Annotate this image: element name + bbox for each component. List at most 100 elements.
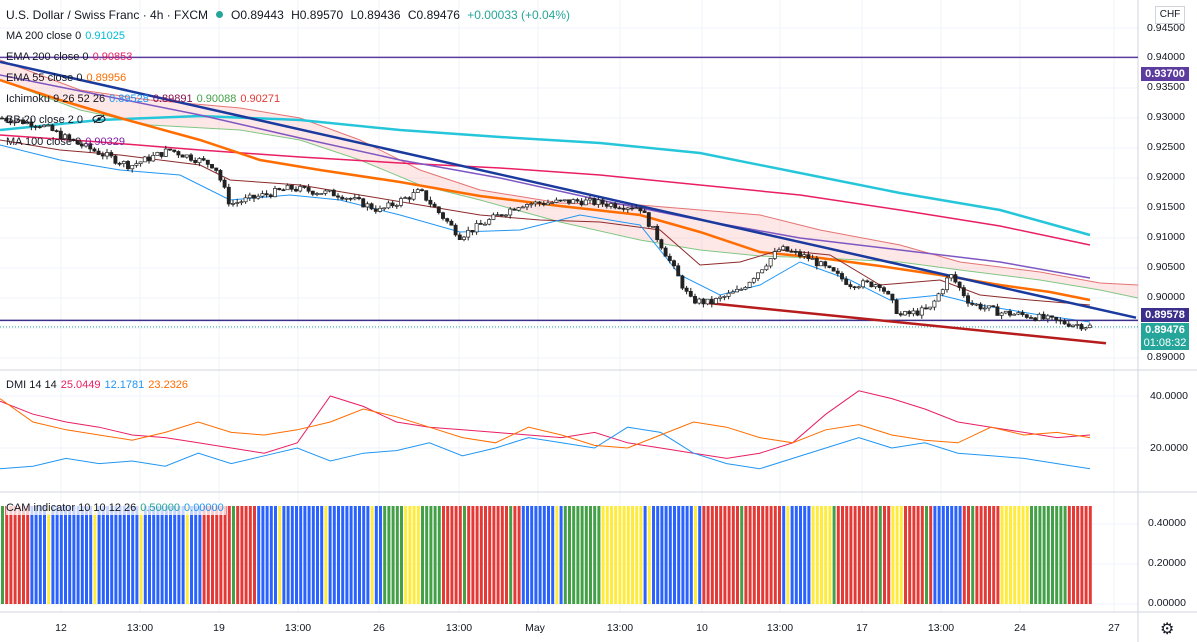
cam-bar — [101, 506, 105, 604]
hidden-eye-icon[interactable] — [92, 114, 106, 124]
candle — [777, 249, 781, 252]
cam-bar — [883, 506, 886, 604]
candle — [243, 197, 248, 203]
change-value: +0.00033 (+0.04%) — [467, 8, 571, 22]
cam-bar — [736, 506, 739, 604]
candle — [319, 193, 324, 195]
cam-bar — [547, 506, 550, 604]
cam-bar — [383, 506, 387, 604]
candle — [1003, 310, 1008, 314]
cam-bar — [698, 506, 702, 604]
candle — [424, 190, 429, 201]
cam-bar — [526, 506, 529, 604]
candle — [109, 152, 114, 157]
cam-bar — [685, 506, 689, 604]
candle — [533, 201, 538, 205]
candle — [218, 170, 223, 181]
candle — [1062, 320, 1067, 325]
cam-bar — [559, 506, 563, 604]
cam-bar — [1025, 506, 1029, 604]
candle — [8, 120, 13, 124]
candle — [604, 203, 609, 207]
legend-ma200[interactable]: MA 200 close 0 0.91025 — [6, 29, 125, 43]
cam-bar — [454, 506, 458, 604]
time-tick: 13:00 — [445, 622, 473, 634]
cam-bar — [345, 506, 349, 604]
cam-bar — [975, 506, 979, 604]
candle — [432, 203, 437, 208]
candle — [331, 189, 336, 197]
cam-bar — [1076, 506, 1080, 604]
cam-bar — [824, 506, 828, 604]
candle — [163, 148, 168, 157]
cam-bar — [605, 506, 609, 604]
cam-bar — [967, 506, 970, 604]
cam-bar — [400, 506, 403, 604]
cam-bar — [878, 506, 882, 604]
candle — [247, 194, 252, 199]
candle — [924, 307, 928, 310]
legend-ma100[interactable]: MA 100 close 0 0.90329 — [6, 135, 125, 149]
cam-bar — [937, 506, 941, 604]
gear-icon[interactable]: ⚙ — [1160, 621, 1175, 638]
legend-bb[interactable]: BB 20 close 2 0 — [6, 113, 83, 127]
high-value: H0.89570 — [291, 8, 344, 22]
cam-bar — [442, 506, 445, 604]
candle — [235, 202, 240, 204]
candle — [827, 265, 832, 268]
cam-bar — [589, 506, 592, 604]
candle — [558, 199, 563, 202]
legend-ema200[interactable]: EMA 200 close 0 0.90853 — [6, 50, 132, 64]
cam-bar — [689, 506, 693, 604]
candle — [390, 202, 395, 207]
cam-bar — [143, 506, 147, 604]
cam-bar — [1021, 506, 1025, 604]
cam-bar — [563, 506, 567, 604]
legend-ema55-label: EMA 55 close 0 — [6, 72, 83, 84]
cam-bar — [316, 506, 319, 604]
cam-bar — [505, 506, 508, 604]
candle — [957, 281, 962, 288]
candle — [844, 278, 849, 285]
candle — [214, 167, 219, 171]
candle — [453, 224, 458, 236]
cam-bar — [500, 506, 504, 604]
candle — [625, 207, 630, 210]
candle — [651, 225, 655, 228]
candle — [399, 198, 403, 206]
symbol-title[interactable]: U.S. Dollar / Swiss Franc · 4h · FXCM — [6, 8, 209, 22]
legend-ema55[interactable]: EMA 55 close 0 0.89956 — [6, 71, 126, 85]
candle — [205, 159, 210, 165]
cam-bar — [1013, 506, 1017, 604]
cam-bar — [962, 506, 966, 604]
legend-cam[interactable]: CAM indicator 10 10 12 26 0.50000 0.00000 — [6, 501, 226, 515]
candle — [79, 143, 84, 147]
candle — [180, 154, 185, 158]
legend-ichimoku[interactable]: Ichimoku 9 26 52 26 0.89528 0.89891 0.90088… — [6, 92, 280, 106]
legend-dmi[interactable]: DMI 14 14 25.0449 12.1781 23.2326 — [6, 378, 188, 392]
cam-bar — [828, 506, 832, 604]
level-marker-upper: 0.93700 — [1141, 67, 1189, 81]
cam-bar — [794, 506, 798, 604]
cam-bar — [253, 506, 256, 604]
candle — [730, 291, 735, 294]
candle — [88, 143, 93, 150]
candle — [264, 193, 269, 196]
candle — [886, 291, 891, 295]
candle — [231, 202, 235, 205]
market-status-icon — [216, 11, 224, 18]
cam-bar — [715, 506, 718, 604]
cam-bar — [513, 506, 517, 604]
candle — [630, 207, 634, 210]
cam-bar — [568, 506, 571, 604]
cam-bar — [152, 506, 156, 604]
candle — [134, 163, 139, 166]
candle — [21, 119, 25, 125]
candle — [361, 198, 366, 208]
cam-bar — [912, 506, 916, 604]
cam-bar — [1059, 506, 1063, 604]
candle — [789, 250, 794, 253]
candle — [483, 223, 487, 226]
currency-button[interactable]: CHF — [1155, 6, 1185, 24]
